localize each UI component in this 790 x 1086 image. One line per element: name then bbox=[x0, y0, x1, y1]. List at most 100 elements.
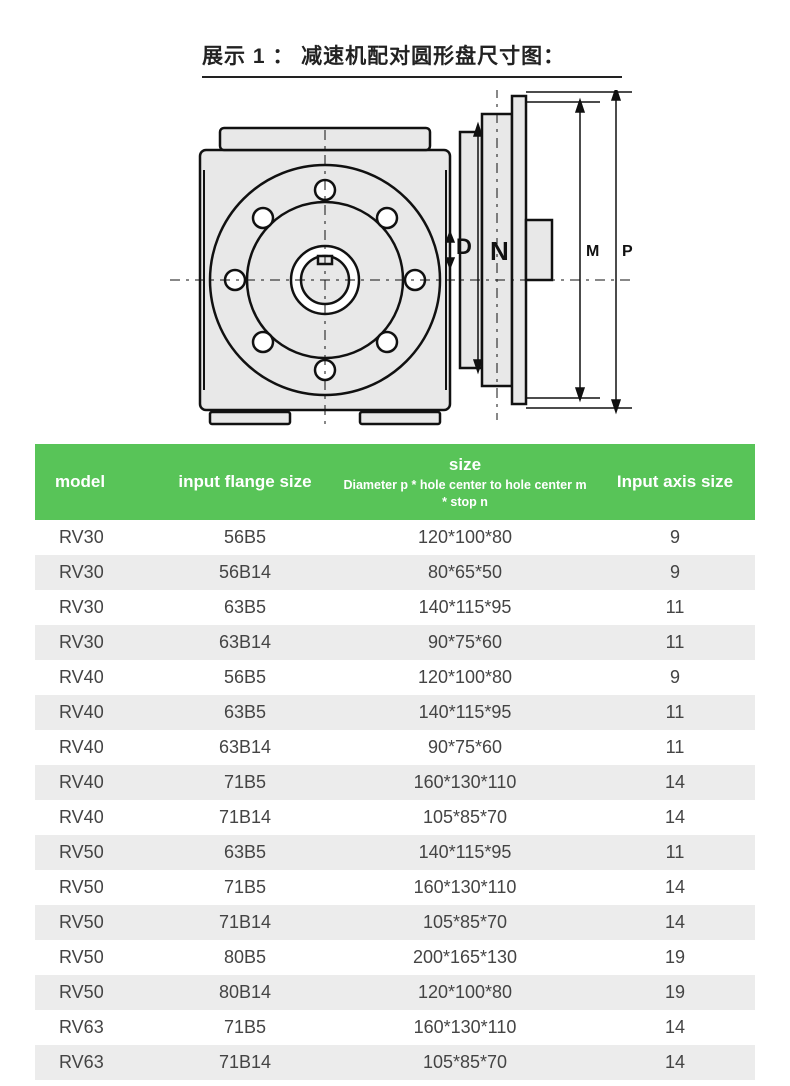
table-cell: RV30 bbox=[35, 555, 155, 590]
col-header-model-label: model bbox=[55, 472, 105, 491]
table-cell: 14 bbox=[595, 1045, 755, 1080]
table-row: RV5071B5160*130*11014 bbox=[35, 870, 755, 905]
table-cell: RV30 bbox=[35, 520, 155, 555]
table-cell: 56B5 bbox=[155, 520, 335, 555]
table-cell: 71B14 bbox=[155, 905, 335, 940]
col-header-axis-label: Input axis size bbox=[617, 472, 733, 491]
table-row: RV3056B5120*100*809 bbox=[35, 520, 755, 555]
table-cell: 71B5 bbox=[155, 1010, 335, 1045]
diagram-label-d: D bbox=[456, 234, 472, 259]
table-cell: 63B14 bbox=[155, 730, 335, 765]
table-cell: 71B14 bbox=[155, 1045, 335, 1080]
table-cell: 71B5 bbox=[155, 765, 335, 800]
table-row: RV5080B5200*165*13019 bbox=[35, 940, 755, 975]
table-cell: 11 bbox=[595, 835, 755, 870]
table-cell: 14 bbox=[595, 1010, 755, 1045]
table-cell: 19 bbox=[595, 940, 755, 975]
dimension-diagram: D N M P bbox=[160, 90, 650, 430]
table-cell: 80*65*50 bbox=[335, 555, 595, 590]
table-cell: RV50 bbox=[35, 835, 155, 870]
table-cell: 71B5 bbox=[155, 870, 335, 905]
table-cell: 120*100*80 bbox=[335, 520, 595, 555]
table-cell: 71B14 bbox=[155, 800, 335, 835]
table-cell: 160*130*110 bbox=[335, 1010, 595, 1045]
table-cell: 11 bbox=[595, 625, 755, 660]
table-row: RV4063B5140*115*9511 bbox=[35, 695, 755, 730]
table-cell: 14 bbox=[595, 870, 755, 905]
table-row: RV5063B5140*115*9511 bbox=[35, 835, 755, 870]
table-cell: 63B14 bbox=[155, 625, 335, 660]
table-cell: 56B5 bbox=[155, 660, 335, 695]
table-row: RV4071B14105*85*7014 bbox=[35, 800, 755, 835]
col-header-size: size Diameter p * hole center to hole ce… bbox=[335, 444, 595, 520]
table-cell: RV50 bbox=[35, 940, 155, 975]
table-cell: 11 bbox=[595, 590, 755, 625]
table-cell: 9 bbox=[595, 660, 755, 695]
col-header-model: model bbox=[35, 444, 155, 520]
table-cell: 105*85*70 bbox=[335, 905, 595, 940]
table-cell: RV30 bbox=[35, 625, 155, 660]
table-cell: 14 bbox=[595, 800, 755, 835]
table-cell: RV40 bbox=[35, 765, 155, 800]
table-cell: 19 bbox=[595, 975, 755, 1010]
title-underline bbox=[202, 76, 622, 78]
col-header-axis: Input axis size bbox=[595, 444, 755, 520]
table-cell: RV30 bbox=[35, 590, 155, 625]
table-row: RV5080B14120*100*8019 bbox=[35, 975, 755, 1010]
table-cell: RV40 bbox=[35, 730, 155, 765]
table-cell: 105*85*70 bbox=[335, 800, 595, 835]
table-row: RV4063B1490*75*6011 bbox=[35, 730, 755, 765]
table-row: RV4056B5120*100*809 bbox=[35, 660, 755, 695]
table-cell: RV50 bbox=[35, 975, 155, 1010]
table-cell: RV50 bbox=[35, 870, 155, 905]
table-cell: 14 bbox=[595, 905, 755, 940]
table-cell: 160*130*110 bbox=[335, 870, 595, 905]
table-cell: 90*75*60 bbox=[335, 625, 595, 660]
col-header-flange-label: input flange size bbox=[178, 472, 311, 491]
table-cell: 120*100*80 bbox=[335, 975, 595, 1010]
table-cell: 63B5 bbox=[155, 695, 335, 730]
table-cell: 160*130*110 bbox=[335, 765, 595, 800]
diagram-label-m: M bbox=[586, 243, 599, 260]
table-row: RV3056B1480*65*509 bbox=[35, 555, 755, 590]
col-header-size-sub: Diameter p * hole center to hole center … bbox=[341, 477, 589, 510]
col-header-flange: input flange size bbox=[155, 444, 335, 520]
table-cell: 140*115*95 bbox=[335, 835, 595, 870]
table-cell: 80B14 bbox=[155, 975, 335, 1010]
diagram-label-n: N bbox=[490, 236, 509, 266]
table-row: RV3063B5140*115*9511 bbox=[35, 590, 755, 625]
table-cell: 80B5 bbox=[155, 940, 335, 975]
table-cell: 56B14 bbox=[155, 555, 335, 590]
table-cell: RV63 bbox=[35, 1010, 155, 1045]
table-cell: 140*115*95 bbox=[335, 590, 595, 625]
table-cell: 11 bbox=[595, 730, 755, 765]
table-cell: 90*75*60 bbox=[335, 730, 595, 765]
col-header-size-label: size bbox=[449, 455, 481, 474]
table-cell: 9 bbox=[595, 520, 755, 555]
table-body: RV3056B5120*100*809RV3056B1480*65*509RV3… bbox=[35, 520, 755, 1080]
table-row: RV4071B5160*130*11014 bbox=[35, 765, 755, 800]
table-cell: RV40 bbox=[35, 800, 155, 835]
table-cell: 11 bbox=[595, 695, 755, 730]
table-cell: 140*115*95 bbox=[335, 695, 595, 730]
table-cell: 9 bbox=[595, 555, 755, 590]
table-cell: RV50 bbox=[35, 905, 155, 940]
table-row: RV6371B5160*130*11014 bbox=[35, 1010, 755, 1045]
table-cell: 14 bbox=[595, 765, 755, 800]
table-header-row: model input flange size size Diameter p … bbox=[35, 444, 755, 520]
table-cell: 63B5 bbox=[155, 590, 335, 625]
table-row: RV5071B14105*85*7014 bbox=[35, 905, 755, 940]
diagram-label-p: P bbox=[622, 243, 633, 260]
spec-table: model input flange size size Diameter p … bbox=[35, 444, 755, 1080]
page-title: 展示 1 ： 减速机配对圆形盘尺寸图： bbox=[202, 40, 760, 70]
table-cell: RV40 bbox=[35, 660, 155, 695]
table-cell: RV63 bbox=[35, 1045, 155, 1080]
table-row: RV6371B14105*85*7014 bbox=[35, 1045, 755, 1080]
table-cell: 200*165*130 bbox=[335, 940, 595, 975]
table-cell: 63B5 bbox=[155, 835, 335, 870]
spec-table-container: model input flange size size Diameter p … bbox=[35, 444, 755, 1080]
table-row: RV3063B1490*75*6011 bbox=[35, 625, 755, 660]
table-cell: 120*100*80 bbox=[335, 660, 595, 695]
table-cell: RV40 bbox=[35, 695, 155, 730]
table-cell: 105*85*70 bbox=[335, 1045, 595, 1080]
